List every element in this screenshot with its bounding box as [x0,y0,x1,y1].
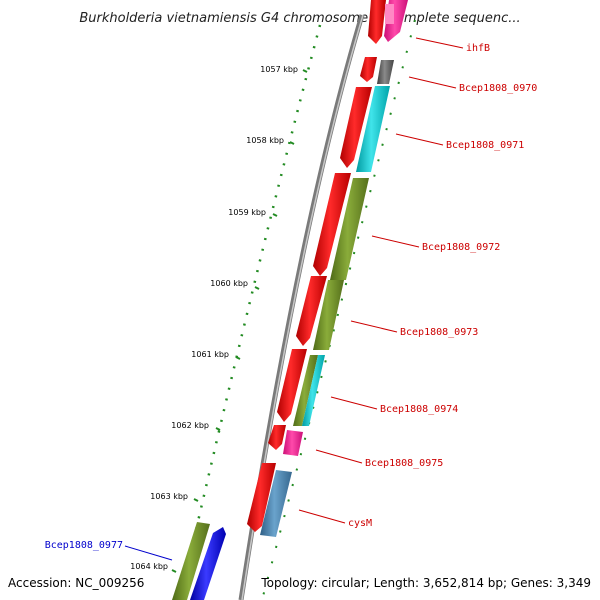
label-connectors [124,37,464,561]
gene-label-bcep1808-0973[interactable]: Bcep1808_0973 [400,327,478,338]
cds-arrow-4[interactable] [313,173,351,276]
feature-0974-block-a[interactable] [293,355,318,426]
kbp-label-1060: 1060 kbp [210,279,248,288]
gene-label-bcep1808-0974[interactable]: Bcep1808_0974 [380,404,458,415]
feature-0975-block[interactable] [283,430,303,456]
gene-label-bcep1808-0975[interactable]: Bcep1808_0975 [365,458,443,469]
cds-arrow-8[interactable] [247,463,276,532]
cds-features [247,0,386,532]
kbp-labels: 1057 kbp 1058 kbp 1059 kbp 1060 kbp 1061… [130,65,298,571]
gene-label-cysM[interactable]: cysM [348,518,372,529]
feature-0973-block[interactable] [313,280,344,350]
kbp-label-1062: 1062 kbp [171,421,209,430]
feature-0977-blue-arrow[interactable] [190,527,226,600]
kbp-label-1059: 1059 kbp [228,208,266,217]
feature-0972-block[interactable] [330,178,369,280]
kbp-tick-marks [171,69,308,573]
topology-text: Topology: circular; Length: 3,652,814 bp… [260,576,591,590]
gene-label-bcep1808-0971[interactable]: Bcep1808_0971 [446,140,524,151]
kbp-label-1058: 1058 kbp [246,136,284,145]
category-features [172,0,408,600]
kbp-label-1057: 1057 kbp [260,65,298,74]
gene-label-ihfB[interactable]: ihfB [466,43,490,54]
map-title: Burkholderia vietnamiensis G4 chromosome… [79,11,520,26]
feature-tick-track [261,19,416,600]
feature-0977-olive-block[interactable] [172,522,210,600]
feature-cysM-block[interactable] [260,470,292,537]
cds-arrow-1[interactable] [368,0,386,44]
accession-text: Accession: NC_009256 [8,576,144,590]
cds-arrow-6[interactable] [277,349,307,422]
cds-arrow-2[interactable] [360,57,377,82]
gene-label-bcep1808-0970[interactable]: Bcep1808_0970 [459,83,537,94]
kbp-label-1064: 1064 kbp [130,562,168,571]
kbp-label-1063: 1063 kbp [150,492,188,501]
kbp-label-1061: 1061 kbp [191,350,229,359]
cds-arrow-3[interactable] [340,87,372,168]
feature-0974-block-b[interactable] [302,355,325,426]
cds-arrow-5[interactable] [296,276,327,346]
gene-labels: ihfB Bcep1808_0970 Bcep1808_0971 Bcep180… [45,43,538,551]
gene-label-bcep1808-0977[interactable]: Bcep1808_0977 [45,540,123,551]
feature-0971-block[interactable] [356,86,390,172]
cds-arrow-7[interactable] [268,425,286,450]
gene-label-bcep1808-0972[interactable]: Bcep1808_0972 [422,242,500,253]
feature-0970-block[interactable] [377,60,394,84]
